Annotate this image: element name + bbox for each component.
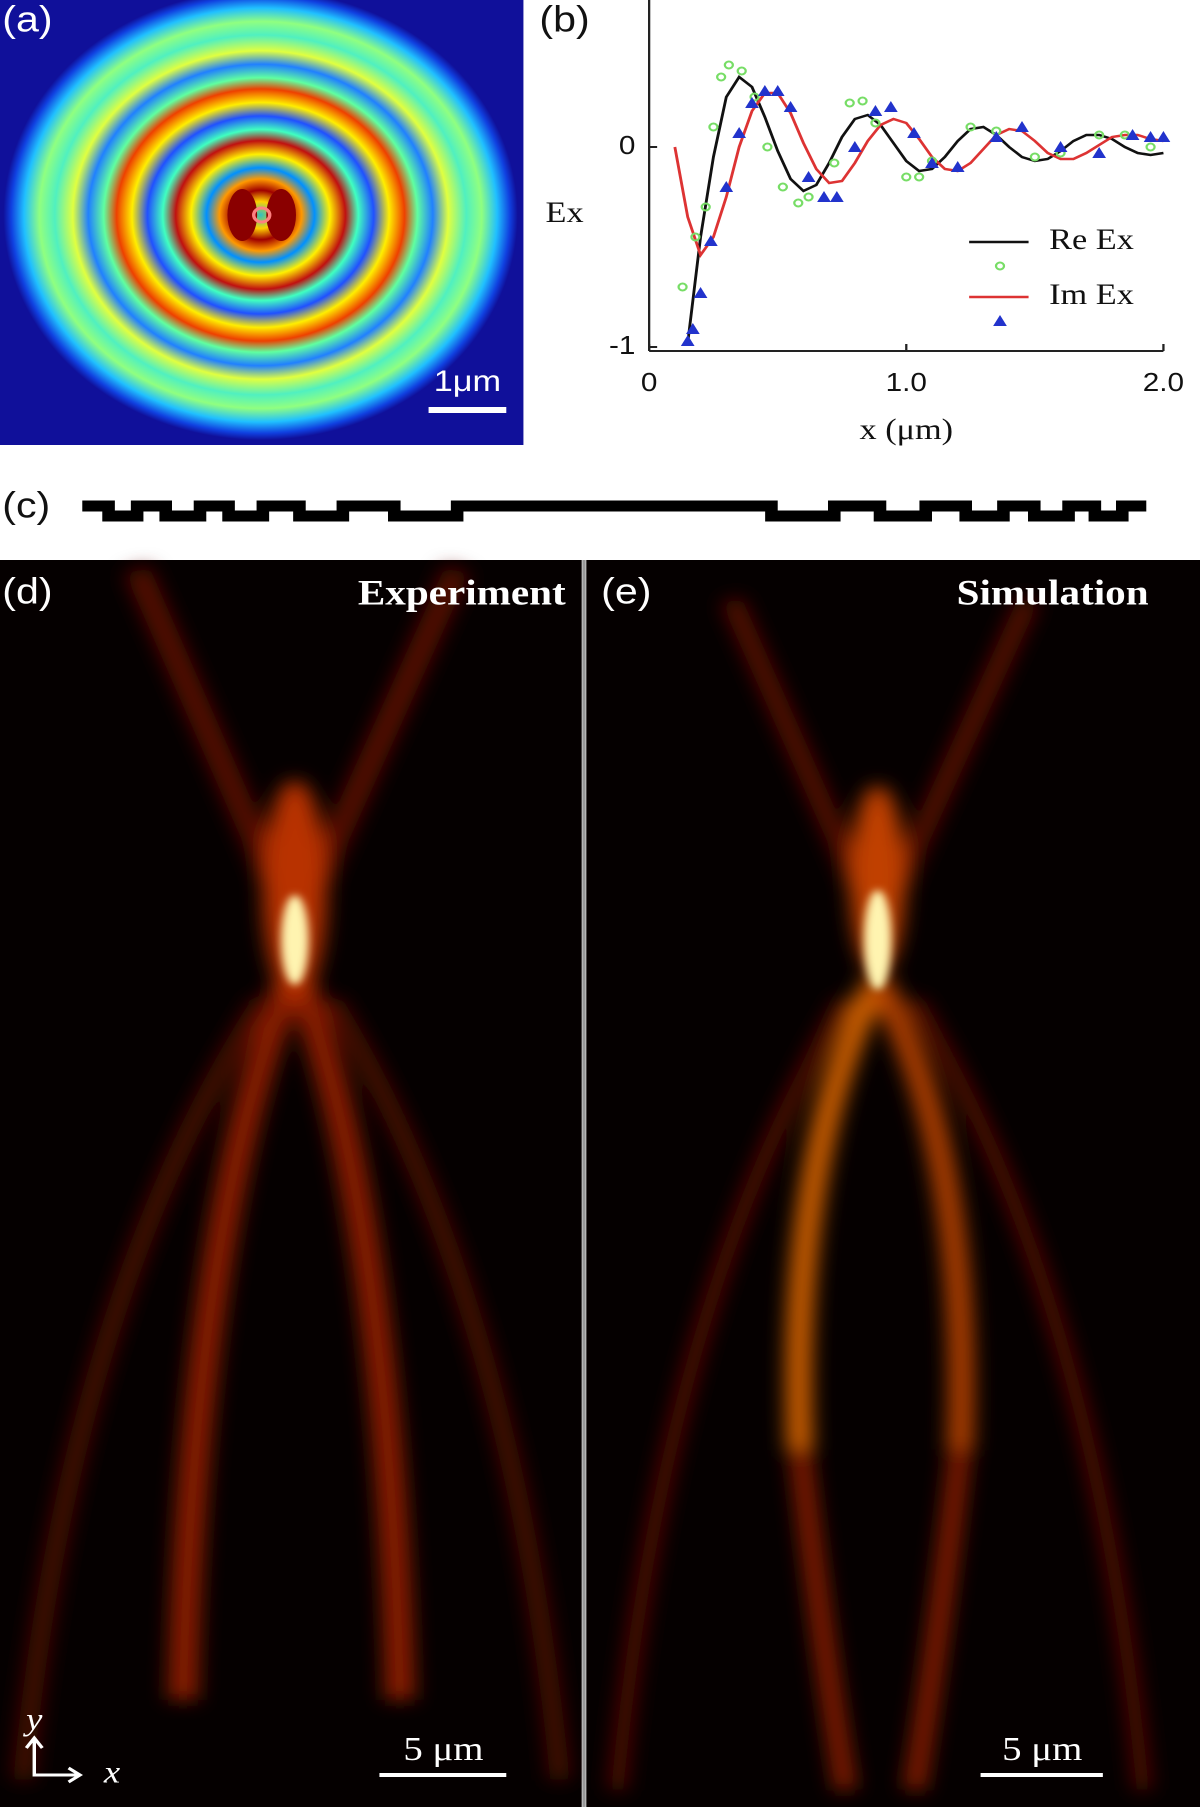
circle-marker [870, 118, 881, 128]
y-tick-label: -1 [609, 331, 635, 360]
panel-label: (e) [601, 572, 651, 612]
triangle-marker [745, 97, 759, 108]
panel-label: (b) [539, 0, 589, 40]
intensity-map [586, 560, 1200, 1807]
triangle-marker [884, 101, 898, 112]
circle-marker [857, 96, 868, 106]
panel-label: (c) [2, 486, 50, 526]
triangle-marker [830, 191, 844, 202]
triangle-marker [1015, 121, 1029, 132]
panel-label: (a) [2, 0, 52, 40]
series-line [686, 75, 1164, 344]
x-axis-label: x (μm) [859, 412, 953, 446]
center [252, 206, 272, 224]
circle-marker [736, 66, 747, 76]
circle-marker [914, 172, 925, 182]
intensity-map [0, 560, 582, 1807]
triangle-marker [989, 131, 1004, 142]
focus [864, 890, 892, 990]
triangle-marker [732, 127, 746, 138]
triangle-marker [907, 127, 921, 138]
triangle-marker [783, 101, 798, 112]
panel-a: (a) 1μm [0, 0, 524, 445]
circle-marker [901, 172, 912, 182]
legend-label: Im Ex [1049, 277, 1134, 311]
step-profile [82, 500, 1147, 522]
ring-pattern [3, 0, 518, 440]
panel-title: Experiment [358, 574, 566, 613]
triangle-marker [925, 157, 939, 168]
circle-marker [844, 98, 855, 108]
circle-marker [965, 122, 976, 132]
triangle-marker [817, 191, 831, 202]
circle-marker [777, 182, 788, 192]
circle-marker [700, 202, 711, 212]
circle-marker [690, 232, 701, 242]
circle-marker [1094, 130, 1105, 140]
triangle-marker [1092, 147, 1106, 158]
legend-marker [993, 315, 1007, 326]
x-tick-label: 1.0 [886, 368, 927, 397]
axis-label: x [103, 1754, 120, 1789]
triangle-marker [1143, 131, 1158, 142]
triangle-marker [686, 323, 700, 334]
panel-d: (d) Experiment 5 μm y x [0, 560, 582, 1807]
triangle-marker [770, 85, 785, 96]
scale-label: 5 μm [403, 1729, 483, 1767]
triangle-marker [704, 235, 718, 246]
triangle-marker [950, 161, 965, 172]
triangle-marker [801, 171, 816, 182]
panel-label: (d) [2, 572, 52, 612]
scale-label: 5 μm [1002, 1729, 1082, 1767]
legend-label: Re Ex [1049, 222, 1134, 256]
lobe [227, 189, 258, 241]
triangle-marker [868, 105, 883, 116]
circle-marker [716, 72, 727, 82]
y-axis-label: Ex [546, 195, 584, 229]
triangle-marker [1053, 141, 1068, 152]
circle-marker [829, 158, 840, 168]
circle-marker [803, 192, 814, 202]
legend-marker [994, 261, 1006, 271]
circle-marker [708, 122, 719, 132]
circle-marker [1145, 142, 1156, 152]
circle-marker [762, 142, 773, 152]
triangle-marker [719, 181, 734, 192]
circle-marker [677, 282, 688, 292]
circle-marker [793, 198, 804, 208]
beam-glow [609, 596, 1151, 1792]
focus [281, 895, 309, 985]
x-tick-label: 0 [641, 368, 658, 397]
triangle-marker [1156, 131, 1171, 142]
lobe [266, 189, 296, 241]
axis-arrows [24, 1735, 83, 1784]
x-tick-label: 2.0 [1143, 368, 1184, 397]
circle-marker [723, 60, 734, 70]
axis-label: y [23, 1701, 43, 1736]
circle-marker [1029, 152, 1040, 162]
triangle-marker [680, 335, 695, 346]
scale-label: 1μm [434, 364, 501, 398]
triangle-marker [758, 85, 772, 96]
triangle-marker [693, 287, 708, 298]
triangle-marker [1125, 129, 1140, 140]
y-tick-label: 0 [619, 131, 636, 160]
panel-e: (e) Simulation 5 μm [586, 560, 1200, 1807]
triangle-marker [848, 141, 862, 152]
beam-glow [12, 565, 571, 1781]
circle-marker [749, 92, 760, 102]
panel-title: Simulation [957, 574, 1149, 613]
